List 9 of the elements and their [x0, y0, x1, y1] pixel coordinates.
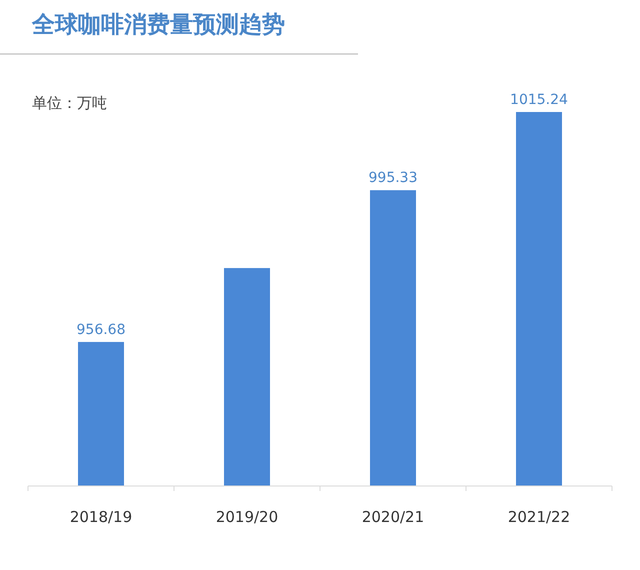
x-tick-label: 2018/19	[70, 508, 132, 526]
x-tick-label: 2020/21	[362, 508, 424, 526]
data-label: 995.33	[368, 170, 418, 186]
chart-title: 全球咖啡消费量预测趋势	[31, 11, 285, 38]
data-label: 956.68	[76, 322, 126, 338]
x-tick-label: 2021/22	[508, 508, 570, 526]
data-label: 1015.24	[510, 92, 568, 108]
x-tick-label: 2019/20	[216, 508, 278, 526]
annotation: 单位：万吨	[32, 94, 107, 112]
